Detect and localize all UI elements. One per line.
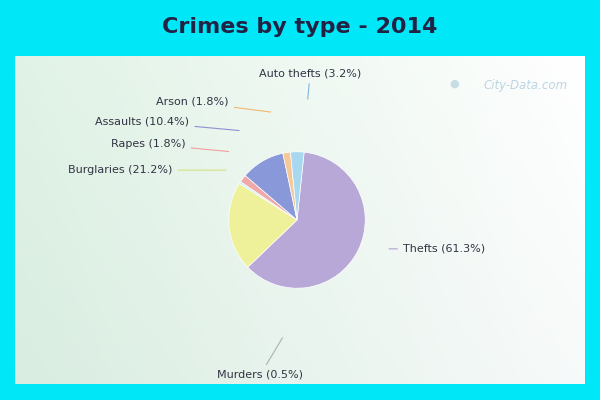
Text: City-Data.com: City-Data.com bbox=[484, 79, 568, 92]
Wedge shape bbox=[248, 152, 365, 288]
Wedge shape bbox=[283, 152, 297, 220]
Wedge shape bbox=[245, 153, 297, 220]
Text: Assaults (10.4%): Assaults (10.4%) bbox=[95, 117, 239, 130]
Text: Thefts (61.3%): Thefts (61.3%) bbox=[389, 244, 485, 254]
Text: Burglaries (21.2%): Burglaries (21.2%) bbox=[68, 165, 226, 175]
Wedge shape bbox=[290, 152, 304, 220]
Text: Murders (0.5%): Murders (0.5%) bbox=[217, 338, 303, 380]
Text: Auto thefts (3.2%): Auto thefts (3.2%) bbox=[259, 68, 361, 99]
Wedge shape bbox=[229, 184, 297, 267]
Wedge shape bbox=[239, 182, 297, 220]
Text: ●: ● bbox=[450, 79, 460, 89]
Text: Arson (1.8%): Arson (1.8%) bbox=[156, 97, 271, 112]
Wedge shape bbox=[241, 176, 297, 220]
Text: Crimes by type - 2014: Crimes by type - 2014 bbox=[163, 17, 437, 37]
Text: Rapes (1.8%): Rapes (1.8%) bbox=[111, 139, 229, 152]
